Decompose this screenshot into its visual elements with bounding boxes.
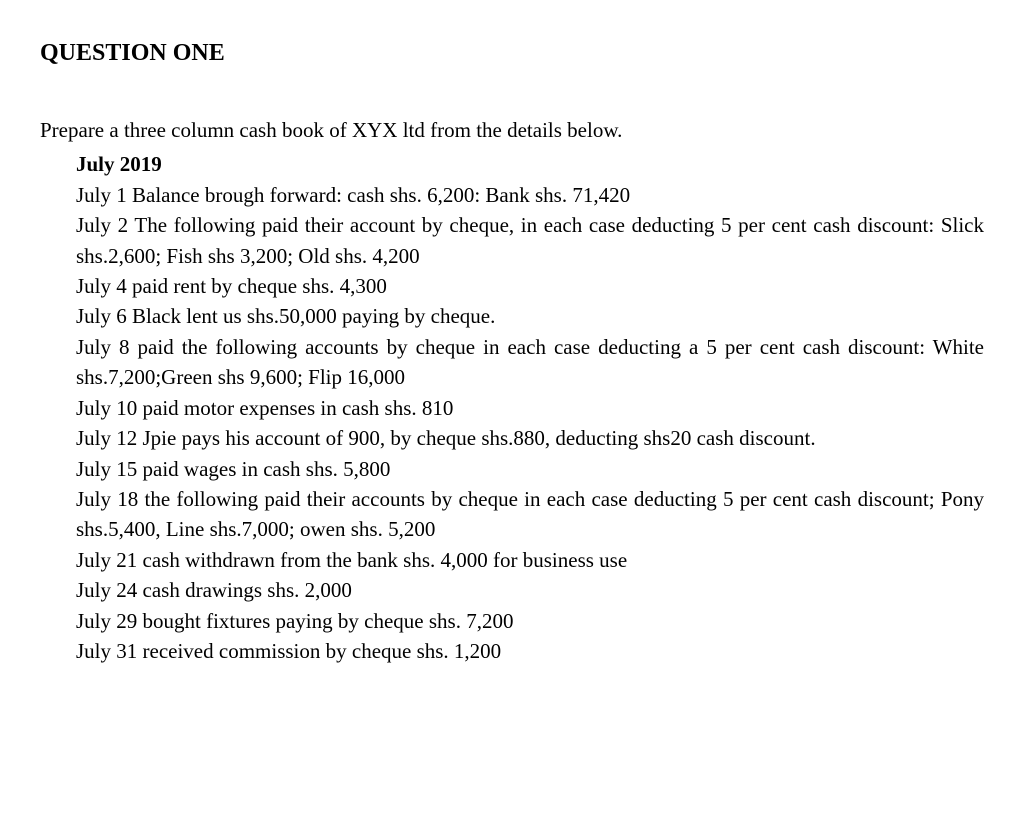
question-title: QUESTION ONE: [40, 36, 984, 71]
entry-row: July 15 paid wages in cash shs. 5,800: [76, 454, 984, 484]
entry-row: July 12 Jpie pays his account of 900, by…: [76, 423, 984, 453]
entry-row: July 6 Black lent us shs.50,000 paying b…: [76, 301, 984, 331]
entry-row: July 21 cash withdrawn from the bank shs…: [76, 545, 984, 575]
intro-text: Prepare a three column cash book of XYX …: [40, 115, 984, 145]
entry-row: July 4 paid rent by cheque shs. 4,300: [76, 271, 984, 301]
month-header: July 2019: [76, 149, 984, 179]
entry-row: July 18 the following paid their account…: [76, 484, 984, 545]
entry-row: July 31 received commission by cheque sh…: [76, 636, 984, 666]
entry-row: July 24 cash drawings shs. 2,000: [76, 575, 984, 605]
entry-row: July 29 bought fixtures paying by cheque…: [76, 606, 984, 636]
entry-row: July 1 Balance brough forward: cash shs.…: [76, 180, 984, 210]
entry-row: July 10 paid motor expenses in cash shs.…: [76, 393, 984, 423]
entry-row: July 2 The following paid their account …: [76, 210, 984, 271]
entry-row: July 8 paid the following accounts by ch…: [76, 332, 984, 393]
